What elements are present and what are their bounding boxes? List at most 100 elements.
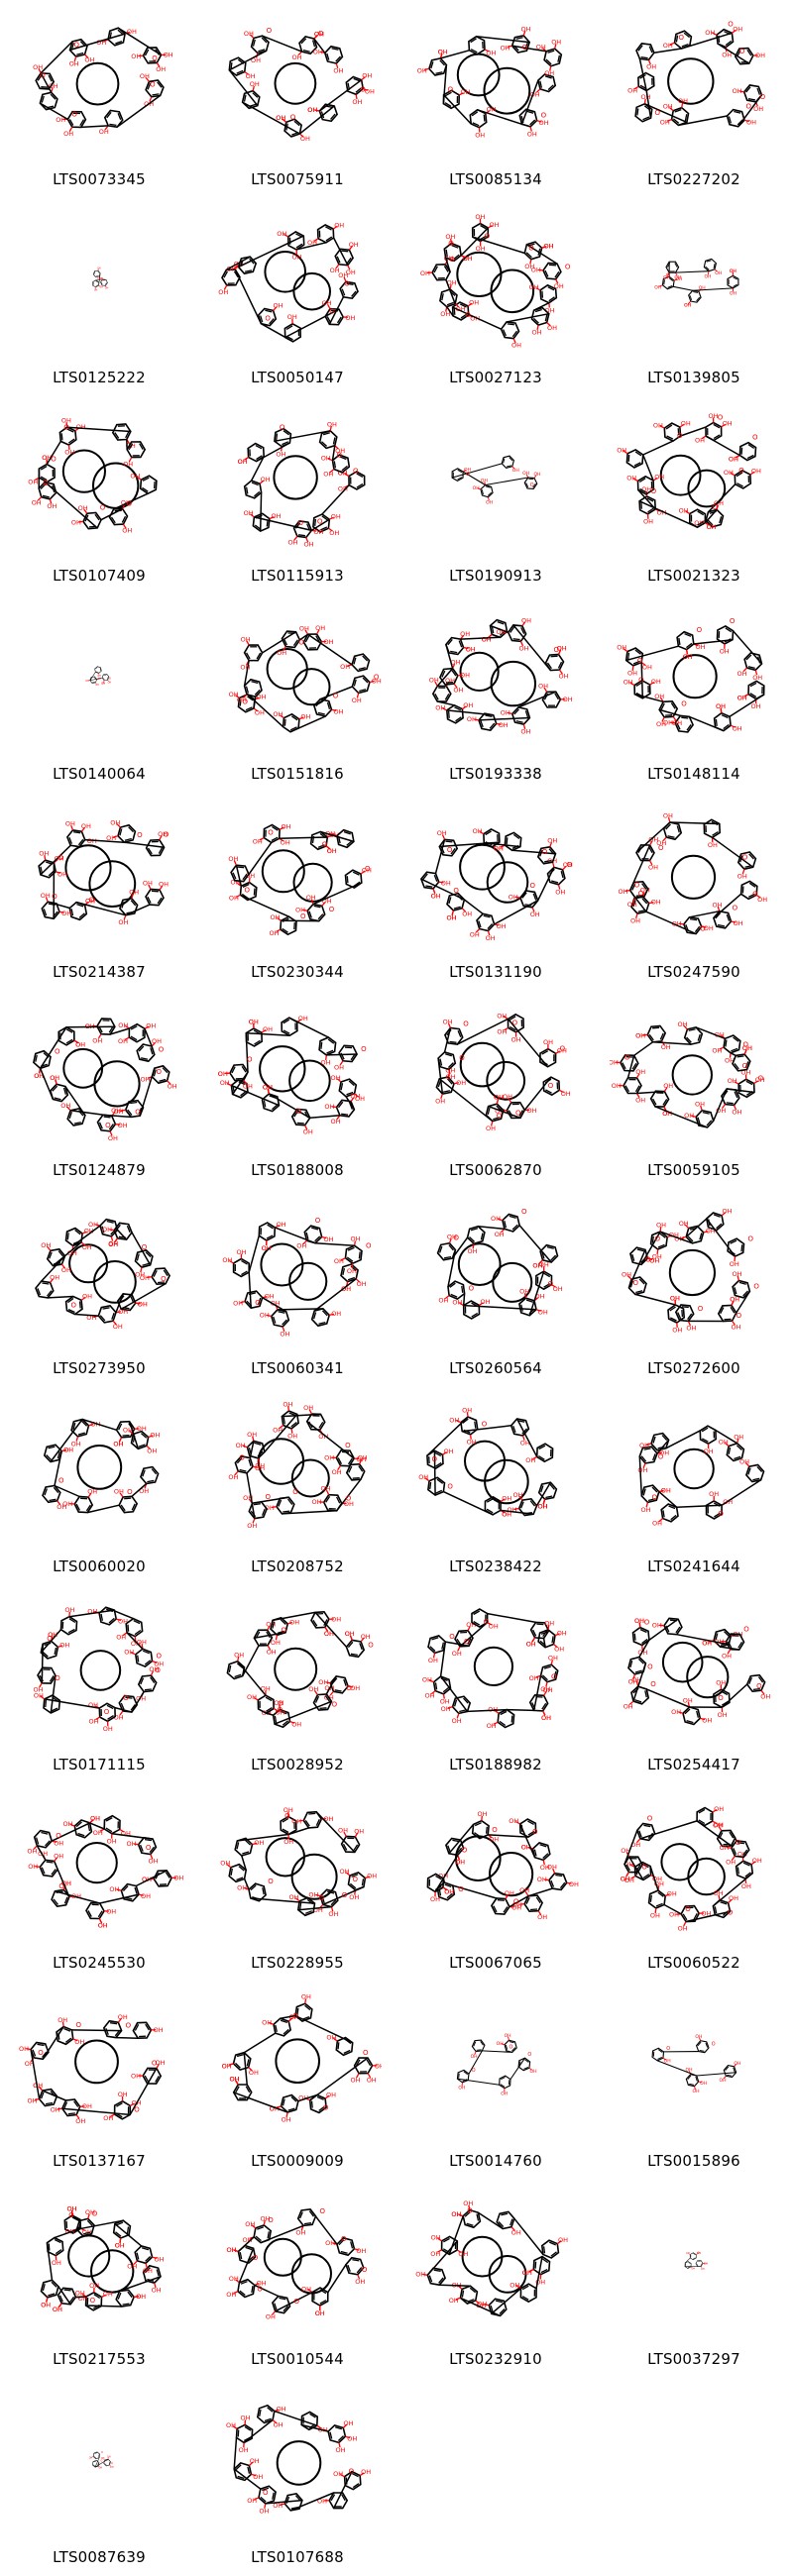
svg-text:OH: OH xyxy=(503,1093,512,1101)
svg-text:OH: OH xyxy=(107,2455,111,2458)
svg-text:OH: OH xyxy=(452,1650,462,1658)
molecule-id-label: LTS0009009 xyxy=(251,2152,344,2170)
svg-text:OH: OH xyxy=(612,1082,622,1090)
svg-text:OH: OH xyxy=(303,541,313,549)
svg-text:O: O xyxy=(753,1282,759,1290)
svg-text:OH: OH xyxy=(19,2045,29,2053)
svg-text:OH: OH xyxy=(325,2239,335,2247)
svg-text:OH: OH xyxy=(318,1433,328,1441)
svg-text:O: O xyxy=(718,1694,724,1702)
svg-text:OH: OH xyxy=(63,1446,73,1453)
svg-text:OH: OH xyxy=(502,1494,511,1502)
svg-text:O: O xyxy=(522,44,528,52)
svg-text:OH: OH xyxy=(75,1040,85,1048)
svg-text:OH: OH xyxy=(716,1107,726,1115)
svg-text:OH: OH xyxy=(287,539,297,547)
molecule-id-label: LTS0060341 xyxy=(251,1359,344,1377)
svg-text:O: O xyxy=(736,1839,741,1847)
svg-text:OH: OH xyxy=(760,1692,770,1700)
svg-text:OH: OH xyxy=(111,1107,121,1115)
svg-text:OH: OH xyxy=(103,2291,113,2299)
svg-text:OH: OH xyxy=(156,65,166,73)
svg-text:OH: OH xyxy=(300,712,310,720)
svg-text:OH: OH xyxy=(311,1498,321,1506)
svg-text:OH: OH xyxy=(317,2497,327,2505)
svg-text:OH: OH xyxy=(33,63,43,71)
molecule-id-label: LTS0124879 xyxy=(53,1161,146,1179)
svg-text:OH: OH xyxy=(306,894,316,902)
svg-text:OH: OH xyxy=(220,1079,230,1087)
svg-text:O: O xyxy=(100,503,106,511)
svg-text:OH: OH xyxy=(243,1083,253,1091)
svg-text:OH: OH xyxy=(320,1059,330,1067)
svg-text:OH: OH xyxy=(542,1686,552,1694)
svg-text:O: O xyxy=(243,698,249,705)
svg-text:OH: OH xyxy=(480,1298,490,1306)
molecule-id-label: LTS0060522 xyxy=(647,1954,740,1972)
molecule-card: OH OH OH OH OH OH OH OH OH OH OH OH OH OH OH OH O O O O LTS0… xyxy=(198,594,396,793)
svg-text:OH: OH xyxy=(259,2508,269,2516)
svg-text:OH: OH xyxy=(106,834,116,842)
svg-text:OH: OH xyxy=(229,691,239,698)
svg-text:OH: OH xyxy=(263,1083,273,1091)
svg-text:OH: OH xyxy=(295,906,305,913)
svg-text:OH: OH xyxy=(463,255,473,263)
svg-text:O: O xyxy=(280,423,285,431)
svg-text:OH: OH xyxy=(511,1904,521,1912)
svg-text:OH: OH xyxy=(244,30,254,38)
svg-text:OH: OH xyxy=(299,625,309,633)
svg-text:OH: OH xyxy=(452,1717,462,1725)
svg-text:OH: OH xyxy=(529,1674,539,1682)
svg-text:O: O xyxy=(298,638,304,646)
svg-text:OH: OH xyxy=(686,2068,693,2074)
svg-text:OH: OH xyxy=(57,2016,67,2024)
svg-text:OH: OH xyxy=(71,1440,81,1448)
svg-text:OH: OH xyxy=(323,1815,333,1823)
svg-text:OH: OH xyxy=(532,1261,542,1269)
molecule-id-label: LTS0193338 xyxy=(449,765,542,783)
svg-text:OH: OH xyxy=(669,1911,679,1919)
svg-text:OH: OH xyxy=(631,1676,641,1684)
svg-text:OH: OH xyxy=(361,2468,371,2476)
svg-text:O: O xyxy=(448,86,454,94)
svg-text:O: O xyxy=(532,1828,538,1836)
svg-text:OH: OH xyxy=(511,342,521,350)
svg-text:OH: OH xyxy=(78,504,88,512)
svg-text:OH: OH xyxy=(296,1242,306,1250)
svg-text:OH: OH xyxy=(642,663,652,671)
svg-text:OH: OH xyxy=(501,44,510,52)
svg-text:OH: OH xyxy=(93,1829,103,1837)
svg-text:OH: OH xyxy=(63,1446,73,1453)
svg-text:OH: OH xyxy=(110,2466,114,2469)
svg-text:OH: OH xyxy=(236,1442,246,1449)
svg-text:OH: OH xyxy=(458,2086,465,2092)
svg-text:OH: OH xyxy=(663,812,673,820)
svg-text:OH: OH xyxy=(256,694,266,701)
svg-text:OH: OH xyxy=(737,695,747,702)
svg-text:OH: OH xyxy=(61,417,71,425)
molecule-id-label: LTS0273950 xyxy=(53,1359,146,1377)
svg-text:OH: OH xyxy=(289,1618,299,1626)
svg-text:OH: OH xyxy=(124,1649,134,1657)
svg-text:OH: OH xyxy=(287,313,297,321)
svg-text:OH: OH xyxy=(752,1857,762,1865)
molecule-card: OH OH OH OH OH OH OH O O LTS0190913 xyxy=(396,396,595,594)
svg-text:O: O xyxy=(513,1898,519,1906)
svg-text:OH: OH xyxy=(271,1300,281,1308)
svg-text:OH: OH xyxy=(69,60,79,68)
svg-text:OH: OH xyxy=(475,131,485,139)
svg-text:OH: OH xyxy=(273,302,283,310)
svg-text:OH: OH xyxy=(530,90,540,98)
svg-text:O: O xyxy=(530,483,534,488)
svg-text:O: O xyxy=(58,1477,64,1485)
svg-text:OH: OH xyxy=(460,88,470,96)
svg-text:OH: OH xyxy=(355,2278,365,2286)
svg-text:O: O xyxy=(637,657,643,665)
svg-text:OH: OH xyxy=(634,1617,644,1625)
